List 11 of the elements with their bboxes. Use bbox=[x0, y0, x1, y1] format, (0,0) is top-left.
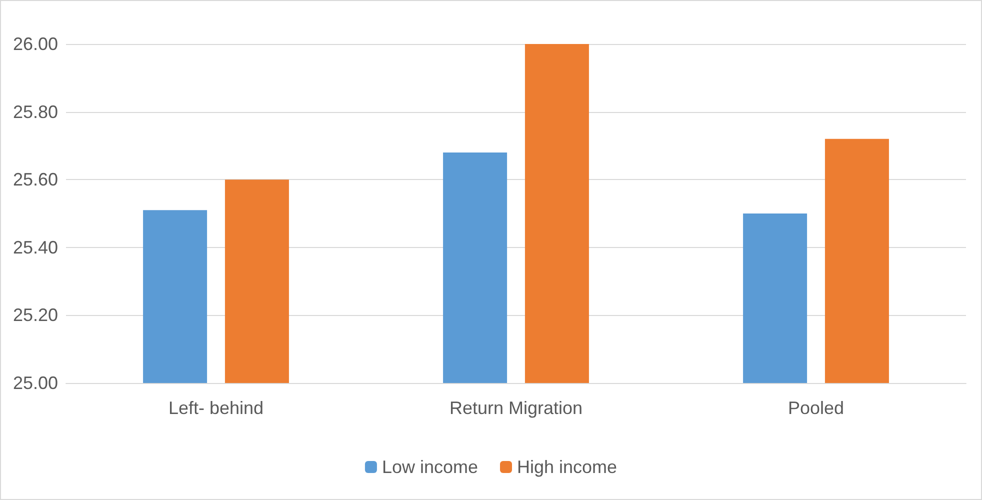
legend-label: Low income bbox=[382, 457, 478, 477]
x-tick-label: Left- behind bbox=[168, 398, 264, 418]
legend-label: High income bbox=[517, 457, 618, 477]
y-tick-label: 25.20 bbox=[12, 305, 58, 326]
x-tick-label: Return Migration bbox=[449, 398, 583, 418]
y-tick-label: 25.80 bbox=[12, 102, 58, 122]
y-tick-label: 25.60 bbox=[12, 170, 58, 190]
y-tick-label: 25.00 bbox=[12, 373, 58, 393]
y-tick-label: 25.40 bbox=[12, 237, 58, 258]
x-tick-label: Pooled bbox=[788, 398, 844, 418]
y-tick-label: 26.00 bbox=[12, 34, 58, 54]
